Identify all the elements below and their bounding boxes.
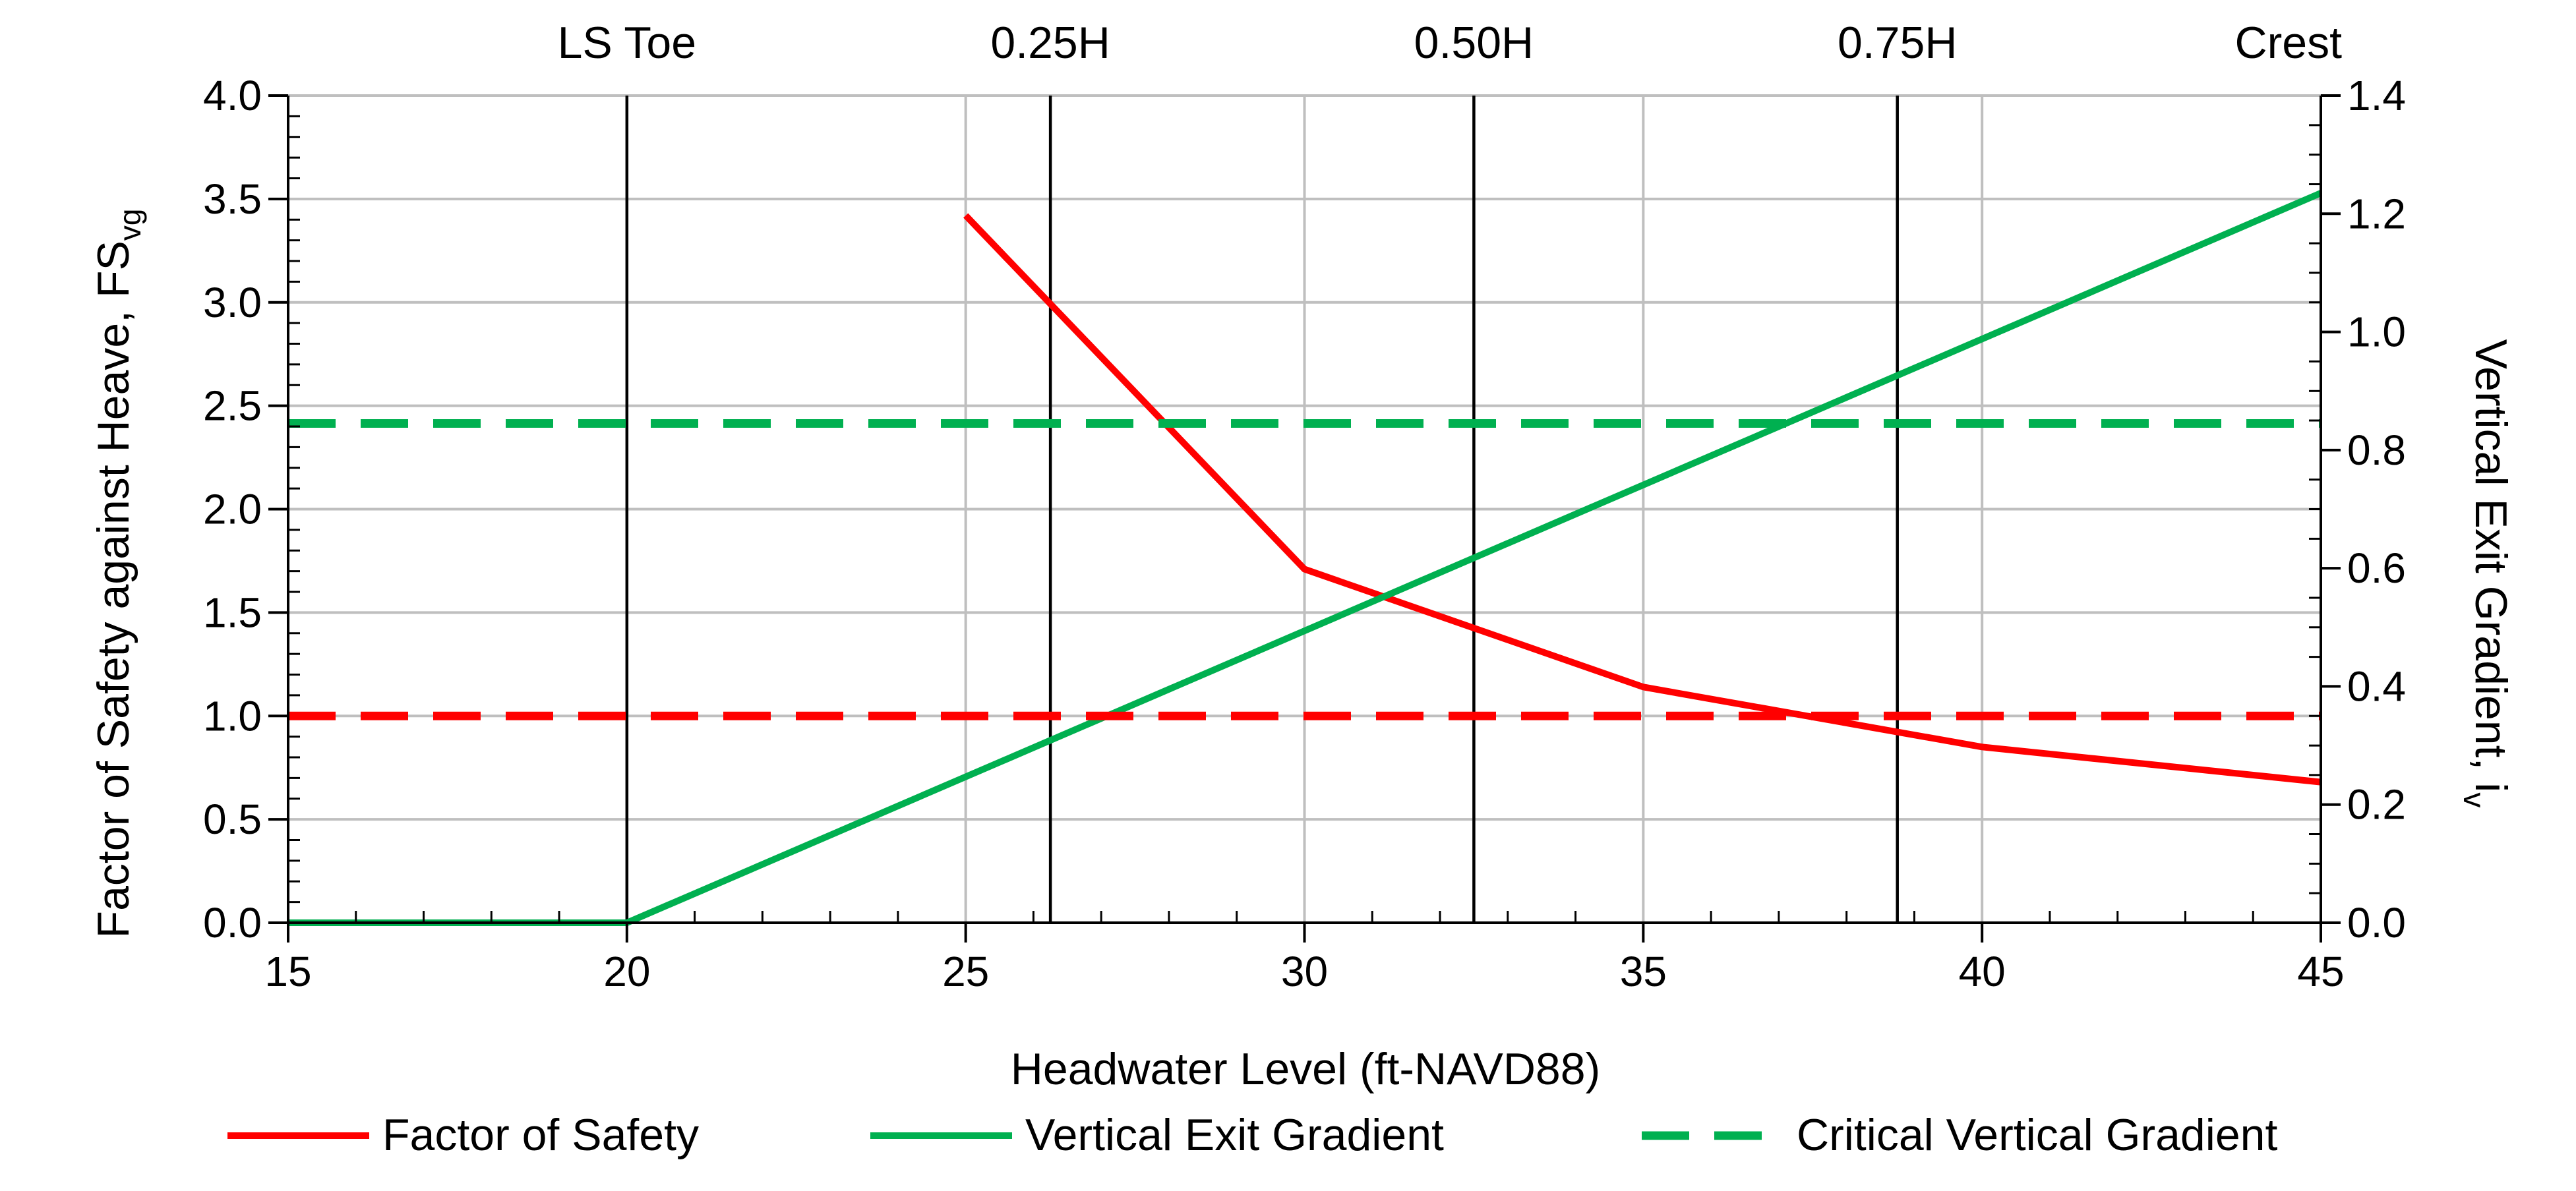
y-left-tick-label: 3.5	[203, 175, 262, 223]
y-right-tick-label: 0.2	[2347, 781, 2406, 828]
y-left-tick-label: 1.0	[203, 692, 262, 740]
x-tick-label: 45	[2297, 948, 2344, 995]
x-tick-label: 20	[603, 948, 650, 995]
y-left-axis-title-sub: vg	[113, 209, 147, 241]
y-right-tick-label: 1.0	[2347, 308, 2406, 356]
reference-line-label: Crest	[2235, 18, 2343, 68]
tick-marks	[268, 94, 2341, 943]
y-left-tick-label: 2.0	[203, 486, 262, 533]
y-right-tick-label: 1.2	[2347, 190, 2406, 237]
reference-line-label: 0.25H	[990, 18, 1110, 68]
y-left-axis-title-main: Factor of Safety against Heave, FS	[88, 241, 138, 938]
x-tick-label: 25	[942, 948, 989, 995]
reference-line-label: 0.50H	[1414, 18, 1534, 68]
legend-label: Critical Vertical Gradient	[1797, 1110, 2277, 1160]
y-right-tick-label: 0.0	[2347, 899, 2406, 946]
y-left-tick-label: 2.5	[203, 382, 262, 430]
x-axis-title: Headwater Level (ft-NAVD88)	[1011, 1044, 1600, 1094]
x-tick-label: 15	[264, 948, 311, 995]
x-tick-label: 30	[1281, 948, 1328, 995]
y-left-tick-label: 0.5	[203, 796, 262, 843]
y-right-tick-label: 0.6	[2347, 544, 2406, 592]
reference-line-label: LS Toe	[558, 18, 696, 68]
y-left-tick-label: 3.0	[203, 279, 262, 326]
y-right-tick-label: 0.8	[2347, 426, 2406, 474]
y-right-axis-title-sub: v	[2457, 792, 2492, 807]
x-tick-label: 35	[1620, 948, 1667, 995]
legend: Factor of Safety Vertical Exit Gradient Cr…	[227, 1110, 2277, 1160]
y-left-axis-title: Factor of Safety against Heave, FSvg	[88, 209, 147, 939]
legend-label: Factor of Safety	[382, 1110, 699, 1160]
reference-lines	[625, 96, 1899, 923]
tick-labels: LS Toe 0.25H 0.50H 0.75H Crest 15 20 25 30 35 40 45…	[203, 18, 2406, 995]
y-left-tick-label: 0.0	[203, 899, 262, 946]
y-left-tick-label: 1.5	[203, 589, 262, 636]
y-right-tick-label: 1.4	[2347, 72, 2406, 119]
y-right-axis-title: Vertical Exit Gradient, iv	[2457, 339, 2516, 808]
reference-line-label: 0.75H	[1838, 18, 1957, 68]
y-left-tick-label: 4.0	[203, 72, 262, 119]
series-line	[963, 213, 2321, 786]
y-right-tick-label: 0.4	[2347, 662, 2406, 710]
legend-label: Vertical Exit Gradient	[1025, 1110, 1444, 1160]
x-tick-label: 40	[1959, 948, 2006, 995]
y-right-axis-title-main: Vertical Exit Gradient, i	[2466, 339, 2516, 793]
